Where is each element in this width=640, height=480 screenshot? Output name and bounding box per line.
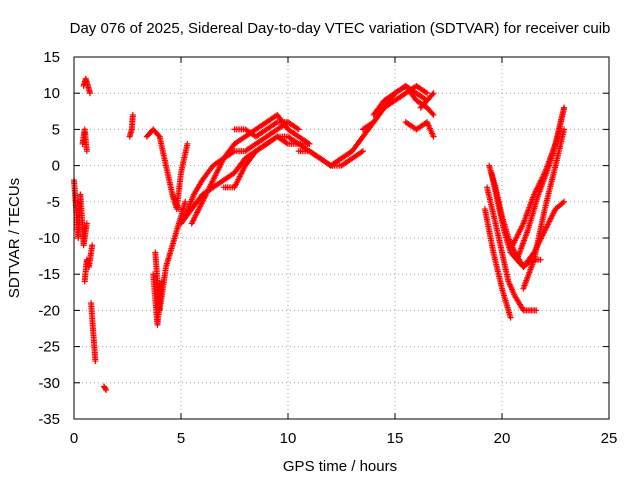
x-tick-label: 5 — [177, 430, 185, 447]
y-axis-label: SDTVAR / TECUs — [6, 178, 23, 298]
data-point — [295, 126, 302, 133]
y-tick-label: 0 — [52, 158, 60, 175]
data-point — [533, 307, 540, 314]
y-tick-label: -25 — [38, 339, 60, 356]
data-point — [358, 149, 365, 156]
data-point — [430, 133, 437, 140]
data-point — [561, 198, 568, 205]
y-tick-label: -15 — [38, 266, 60, 283]
plot-frame — [73, 56, 610, 420]
data-point — [83, 220, 90, 227]
data-point — [87, 90, 94, 97]
data-point — [359, 148, 366, 155]
y-tick-label: -20 — [38, 302, 60, 319]
data-point — [129, 111, 136, 118]
data-point — [102, 385, 109, 392]
data-point — [272, 134, 279, 141]
y-tick-label: 15 — [43, 49, 60, 66]
data-point — [424, 90, 431, 97]
x-tick-label: 20 — [494, 430, 511, 447]
x-tick-label: 0 — [70, 430, 78, 447]
data-point — [429, 110, 436, 117]
y-tick-label: -30 — [38, 375, 60, 392]
data-point — [92, 358, 99, 365]
x-axis-label: GPS time / hours — [283, 458, 397, 475]
data-points — [71, 75, 568, 394]
data-point — [429, 91, 436, 98]
y-tick-label: 5 — [52, 121, 60, 138]
data-point — [285, 119, 291, 126]
x-tick-label: 10 — [280, 430, 297, 447]
data-point — [430, 111, 437, 118]
data-point — [283, 139, 290, 146]
data-point — [83, 148, 90, 155]
grid-lines — [74, 57, 609, 419]
x-tick-label: 15 — [387, 430, 404, 447]
x-tick-label: 25 — [601, 430, 618, 447]
y-tick-label: -10 — [38, 230, 60, 247]
data-point — [272, 120, 279, 127]
data-point — [507, 314, 514, 321]
data-point — [430, 90, 437, 97]
data-point — [537, 256, 544, 263]
data-point — [230, 149, 237, 156]
y-tick-label: -35 — [38, 411, 60, 428]
data-point — [103, 387, 110, 394]
data-point — [182, 198, 189, 205]
data-point — [306, 140, 313, 147]
data-point — [294, 139, 301, 146]
chart-title: Day 076 of 2025, Sidereal Day-to-day VTE… — [70, 20, 611, 37]
data-point — [561, 104, 568, 111]
data-point — [294, 125, 301, 132]
data-point — [89, 242, 96, 249]
data-point — [422, 89, 429, 96]
data-point — [184, 140, 191, 147]
y-tick-label: 10 — [43, 85, 60, 102]
data-point — [559, 199, 566, 206]
y-tick-label: -5 — [47, 194, 60, 211]
